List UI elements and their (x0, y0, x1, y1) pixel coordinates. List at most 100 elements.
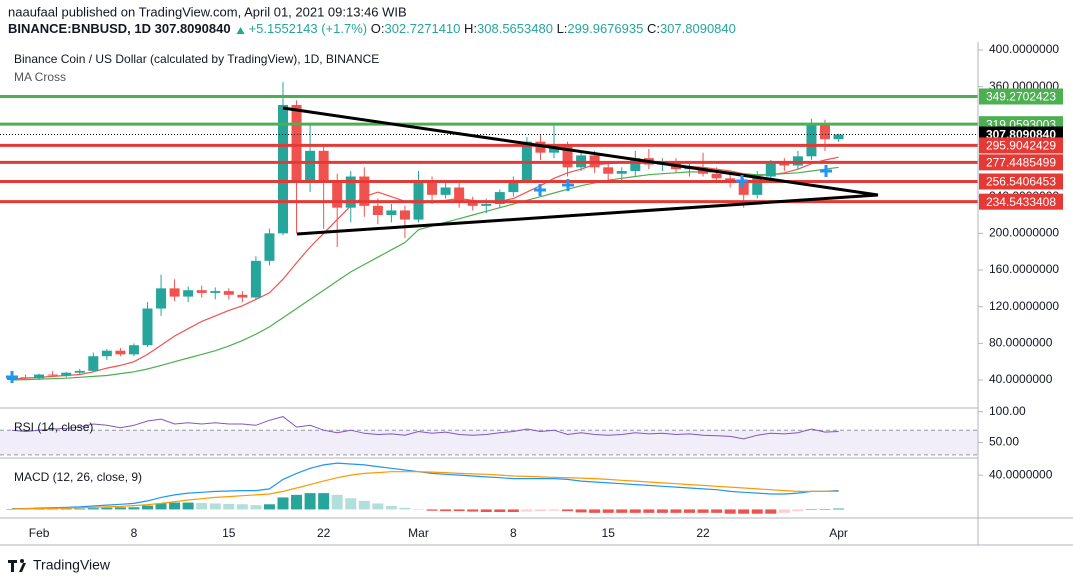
macd-histogram-bar (263, 504, 275, 510)
y-tick-label: 80.0000000 (989, 336, 1053, 350)
candle-body (74, 370, 85, 373)
macd-histogram-bar (236, 504, 248, 510)
symbol: BINANCE:BNBUSD, 1D (8, 21, 151, 36)
macd-title: MACD (12, 26, close, 9) (14, 470, 142, 484)
candle-body (47, 374, 58, 376)
candle-body (386, 210, 397, 216)
candle-body (454, 187, 465, 202)
trendline (282, 106, 879, 197)
macd-histogram-bar (101, 507, 113, 510)
ohlc-label: O: (371, 21, 385, 36)
y-tick-label: 200.0000000 (989, 226, 1059, 240)
macd-histogram-bar (724, 509, 736, 514)
cross-marker (534, 184, 546, 196)
ohlc-value: 307.8090840 (660, 21, 736, 36)
macd-histogram-bar (548, 509, 560, 511)
candle-body (88, 356, 99, 371)
macd-histogram-bar (778, 509, 790, 513)
candle-body (34, 374, 45, 379)
macd-histogram-bar (453, 509, 465, 512)
candle-body (264, 233, 275, 261)
logo: TradingView (8, 557, 111, 573)
macd-histogram-bar (711, 509, 723, 513)
candle-body (278, 104, 288, 234)
macd-histogram-bar (656, 509, 668, 513)
macd-histogram-bar (765, 509, 777, 514)
macd-histogram-bar (833, 508, 845, 510)
x-tick-label: Mar (408, 526, 429, 540)
macd-histogram-bar (697, 509, 709, 513)
candle-body (779, 163, 790, 166)
candle-body (372, 205, 383, 216)
macd-histogram-bar (169, 502, 181, 510)
macd-histogram-bar (792, 509, 804, 512)
candle-body (820, 123, 830, 140)
candle-body (237, 294, 248, 298)
plot: Feb 8 15 22 Mar 8 15 22 Apr (0, 82, 978, 540)
macd-histogram-bar (6, 509, 18, 510)
candle-body (508, 180, 519, 193)
ohlc-value: 299.9676935 (567, 21, 643, 36)
macd-histogram-bar (534, 509, 546, 512)
macd-histogram-bar (507, 509, 519, 512)
macd-histogram-bar (684, 509, 695, 513)
brand: TradingView (33, 557, 111, 573)
candle-body (765, 163, 776, 177)
y-tick-label: 40.0000000 (989, 467, 1053, 481)
logo-dot (20, 559, 24, 563)
x-tick-label: Feb (29, 526, 50, 540)
change: +5.1552143 (+1.7%) (249, 21, 368, 36)
candle-body (603, 167, 614, 174)
x-tick-label: 15 (222, 526, 236, 540)
ohlc-label: L: (557, 21, 568, 36)
macd-histogram-bar (629, 509, 641, 513)
macd-histogram-bar (589, 509, 601, 513)
candle-body (399, 210, 410, 220)
macd-histogram-bar (277, 497, 289, 510)
macd-histogram-bar (33, 509, 45, 510)
y-tick-label: 160.0000000 (989, 262, 1059, 276)
y-tick-label: 400.0000000 (989, 42, 1059, 56)
candle-body (156, 288, 167, 309)
macd-histogram-bar (345, 498, 357, 510)
candle-body (318, 150, 329, 183)
candle-body (440, 187, 451, 195)
macd-histogram-bar (331, 494, 343, 510)
price-level-label: 256.5406453 (986, 175, 1056, 189)
macd-histogram-bar (575, 509, 587, 513)
macd-histogram-bar (74, 508, 86, 510)
macd-histogram-bar (87, 508, 99, 510)
macd-histogram-bar (60, 508, 72, 510)
quote-values: +5.1552143 (+1.7%) O:302.7271410 H:308.5… (236, 21, 736, 36)
macd-histogram-bar (291, 494, 303, 510)
candle-body (535, 141, 546, 153)
macd-histogram-bar (805, 509, 817, 510)
price-level-label: 349.2702423 (986, 90, 1056, 104)
x-tick-label: Apr (829, 526, 848, 540)
cross-marker (736, 175, 748, 187)
macd-histogram-bar (738, 509, 750, 514)
macd-histogram-bar (670, 509, 682, 513)
macd-histogram-bar (358, 500, 370, 510)
y-tick-label: 100.00 (989, 404, 1026, 418)
price-level-label: 277.4485499 (986, 156, 1056, 170)
candle-body (413, 180, 424, 220)
x-tick-label: 8 (131, 526, 138, 540)
candle-body (210, 291, 221, 293)
price-level-box (979, 137, 1063, 154)
logo-icon (8, 560, 26, 572)
macd-histogram-bar (426, 509, 438, 511)
macd-histogram-bar (562, 509, 574, 512)
macd-histogram-bar (47, 508, 59, 510)
candle-body (630, 158, 641, 171)
rsi-line (11, 416, 839, 440)
macd-histogram-bar (196, 503, 208, 510)
candle-body (711, 173, 722, 179)
macd-histogram-bar (318, 493, 330, 510)
macd-histogram-bar (209, 503, 221, 510)
macd-histogram-bar (155, 503, 167, 510)
candle-body (20, 377, 31, 379)
ohlc-label: H: (464, 21, 477, 36)
macd-histogram-bar (480, 509, 492, 512)
candle-body (806, 123, 817, 157)
